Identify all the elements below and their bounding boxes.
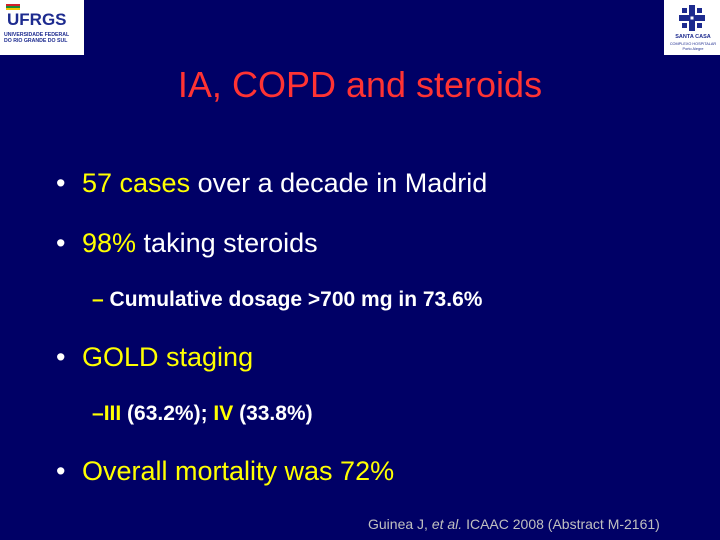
bullet-highlight: GOLD staging <box>82 342 254 372</box>
bullet-dot: • <box>56 456 66 486</box>
santa-casa-name: SANTA CASA <box>675 34 711 40</box>
stage-iv-value: (33.8%) <box>233 402 313 425</box>
stage-iii-label: III <box>103 402 122 425</box>
bullet-dot: • <box>56 168 66 198</box>
flag-icon <box>6 4 20 10</box>
bullet-text: over a decade in Madrid <box>190 168 488 198</box>
ufrgs-logo-subtitle: UNIVERSIDADE FEDERAL DO RIO GRANDE DO SU… <box>4 32 70 44</box>
bullet-highlight: 57 cases <box>82 168 191 198</box>
citation: Guinea J, et al. ICAAC 2008 (Abstract M-… <box>368 516 660 532</box>
santa-casa-logo: SANTA CASA COMPLEXO HOSPITALAR Porto Ale… <box>664 0 720 55</box>
ufrgs-logo: UFRGS UNIVERSIDADE FEDERAL DO RIO GRANDE… <box>0 0 84 55</box>
cross-emblem-icon <box>679 5 705 31</box>
slide-title: IA, COPD and steroids <box>177 64 543 105</box>
bullet-mortality: • Overall mortality was 72% <box>56 456 394 487</box>
stage-iii-value: (63.2%); <box>121 402 214 425</box>
bullet-steroids: • 98% taking steroids <box>56 228 318 259</box>
sub-bullet-gold-stages: –III (63.2%); IV (33.8%) <box>92 402 313 426</box>
bullet-text: taking steroids <box>136 228 318 258</box>
bullet-cases: • 57 cases over a decade in Madrid <box>56 168 487 199</box>
bullet-highlight: Overall mortality was 72% <box>82 456 395 486</box>
stage-iv-label: IV <box>213 402 234 425</box>
sub-bullet-dash: – <box>92 402 104 425</box>
ufrgs-logo-name: UFRGS <box>7 10 67 29</box>
sub-bullet-dash: – <box>92 288 104 311</box>
bullet-dot: • <box>56 228 66 258</box>
sub-bullet-dosage: – Cumulative dosage >700 mg in 73.6% <box>92 288 482 312</box>
santa-casa-subtitle: COMPLEXO HOSPITALAR Porto Alegre <box>669 42 717 51</box>
bullet-gold-staging: • GOLD staging <box>56 342 253 373</box>
bullet-dot: • <box>56 342 66 372</box>
bullet-highlight: 98% <box>82 228 137 258</box>
sub-bullet-text: Cumulative dosage >700 mg in 73.6% <box>103 288 483 311</box>
